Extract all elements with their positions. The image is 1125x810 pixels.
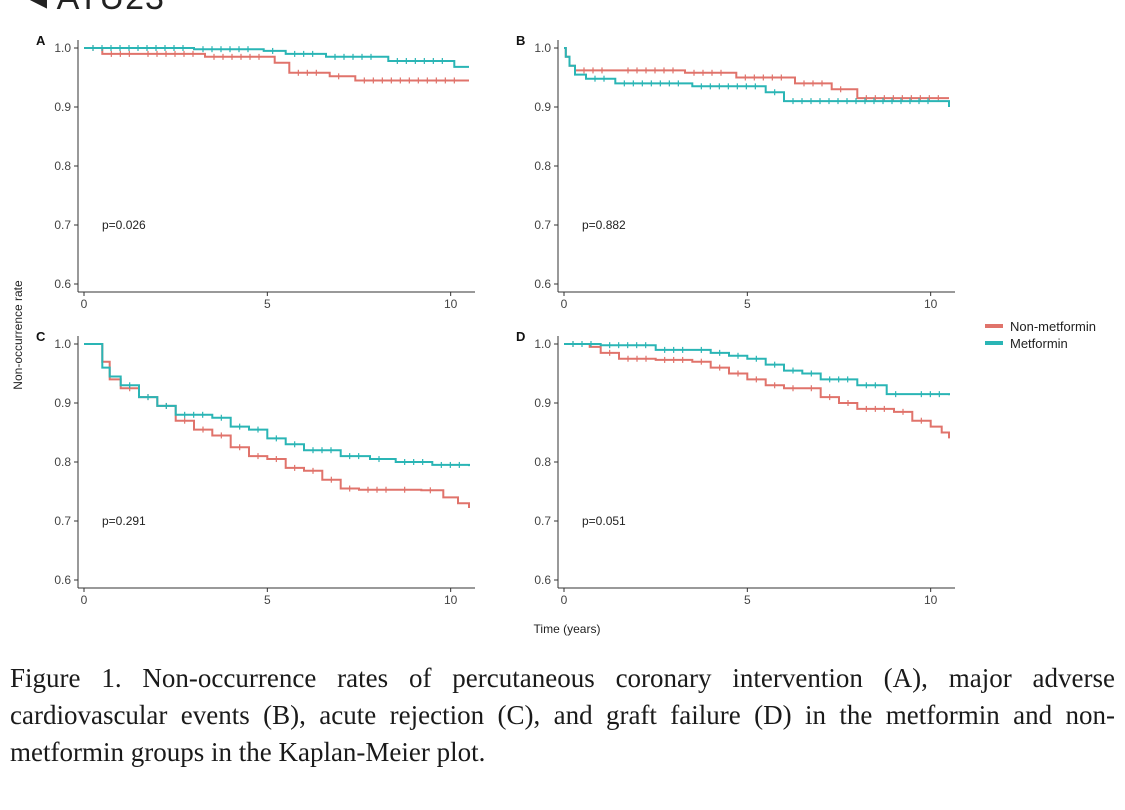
p-value-b: p=0.882 bbox=[582, 218, 626, 232]
series-metformin-b bbox=[564, 47, 950, 107]
legend-label-metformin: Metformin bbox=[1010, 336, 1068, 351]
panel-letter-b: B bbox=[516, 33, 525, 48]
panel-c: 0.6 0.7 0.8 0.9 1.0 0 5 10 Cp=0.291 bbox=[36, 329, 475, 607]
legend-label-non-metformin: Non-metformin bbox=[1010, 319, 1096, 334]
p-value-a: p=0.026 bbox=[102, 218, 146, 232]
x-tick-label-b: 5 bbox=[744, 297, 751, 311]
panel-a: 0.6 0.7 0.8 0.9 1.0 0 5 10 Ap=0.026 bbox=[36, 33, 475, 311]
panel-b: 0.6 0.7 0.8 0.9 1.0 0 5 10 Bp=0.882 bbox=[516, 33, 955, 311]
x-tick-label-b: 0 bbox=[561, 297, 568, 311]
header-fragment: ◂ ATU23 bbox=[30, 0, 165, 18]
figure-caption: Figure 1. Non-occurrence rates of percut… bbox=[10, 663, 1115, 767]
y-tick-label-b: 1.0 bbox=[534, 41, 551, 55]
y-tick-label-d: 0.6 bbox=[534, 573, 551, 587]
y-tick-label-c: 1.0 bbox=[54, 337, 71, 351]
panel-letter-d: D bbox=[516, 329, 525, 344]
x-tick-label-c: 5 bbox=[264, 593, 271, 607]
series-non-metformin-a bbox=[84, 47, 469, 82]
y-tick-label-a: 0.8 bbox=[54, 159, 71, 173]
panel-letter-a: A bbox=[36, 33, 46, 48]
panel-d: 0.6 0.7 0.8 0.9 1.0 0 5 10 Dp=0.051 bbox=[516, 329, 955, 607]
x-tick-label-d: 0 bbox=[561, 593, 568, 607]
series-non-metformin-b bbox=[564, 47, 949, 100]
y-tick-label-b: 0.9 bbox=[534, 100, 551, 114]
panels-layer: 0.6 0.7 0.8 0.9 1.0 0 5 10 Ap=0.026 0.6 0.7 0.8 0.9 1… bbox=[36, 33, 955, 607]
series-non-metformin-c bbox=[84, 343, 470, 508]
p-value-c: p=0.291 bbox=[102, 514, 146, 528]
x-tick-label-c: 10 bbox=[444, 593, 458, 607]
p-value-d: p=0.051 bbox=[582, 514, 626, 528]
series-metformin-c bbox=[84, 343, 470, 467]
panel-letter-c: C bbox=[36, 329, 46, 344]
y-tick-label-b: 0.7 bbox=[534, 218, 551, 232]
x-tick-label-d: 10 bbox=[924, 593, 938, 607]
km-figure: 0.6 0.7 0.8 0.9 1.0 0 5 10 Ap=0.026 0.6 0.7 0.8 0.9 1… bbox=[11, 33, 1096, 636]
x-tick-label-b: 10 bbox=[924, 297, 938, 311]
x-tick-label-c: 0 bbox=[81, 593, 88, 607]
y-tick-label-a: 1.0 bbox=[54, 41, 71, 55]
y-tick-label-a: 0.6 bbox=[54, 277, 71, 291]
y-tick-label-d: 0.9 bbox=[534, 396, 551, 410]
y-tick-label-b: 0.6 bbox=[534, 277, 551, 291]
y-axis-title: Non-occurrence rate bbox=[11, 280, 25, 390]
x-tick-label-d: 5 bbox=[744, 593, 751, 607]
series-metformin-a bbox=[84, 47, 469, 68]
x-axis-title: Time (years) bbox=[534, 622, 601, 636]
x-tick-label-a: 5 bbox=[264, 297, 271, 311]
y-tick-label-c: 0.8 bbox=[54, 455, 71, 469]
x-tick-label-a: 0 bbox=[81, 297, 88, 311]
y-tick-label-c: 0.6 bbox=[54, 573, 71, 587]
y-tick-label-c: 0.7 bbox=[54, 514, 71, 528]
y-tick-label-d: 0.7 bbox=[534, 514, 551, 528]
series-metformin-d bbox=[564, 343, 950, 396]
y-tick-label-a: 0.7 bbox=[54, 218, 71, 232]
y-tick-label-d: 0.8 bbox=[534, 455, 551, 469]
y-tick-label-c: 0.9 bbox=[54, 396, 71, 410]
y-tick-label-b: 0.8 bbox=[534, 159, 551, 173]
x-tick-label-a: 10 bbox=[444, 297, 458, 311]
y-tick-label-d: 1.0 bbox=[534, 337, 551, 351]
legend: Non-metformin Metformin bbox=[985, 319, 1096, 351]
y-tick-label-a: 0.9 bbox=[54, 100, 71, 114]
